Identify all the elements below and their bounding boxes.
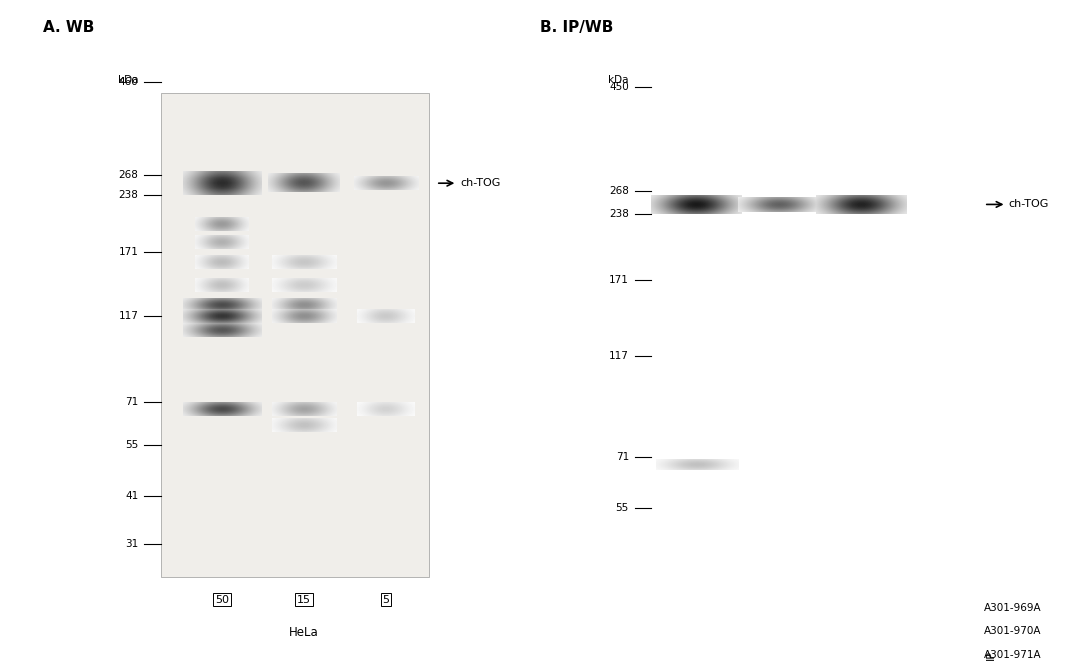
Point xyxy=(770,602,787,613)
Text: IP: IP xyxy=(986,650,996,660)
Point xyxy=(770,626,787,636)
Text: kDa: kDa xyxy=(118,75,138,85)
Text: 31: 31 xyxy=(125,538,138,548)
Text: B. IP/WB: B. IP/WB xyxy=(540,20,613,35)
Text: HeLa: HeLa xyxy=(289,626,319,639)
Text: 268: 268 xyxy=(119,169,138,179)
Text: 117: 117 xyxy=(119,311,138,321)
Bar xyxy=(162,93,429,576)
Point xyxy=(934,649,951,660)
Text: A301-970A: A301-970A xyxy=(984,626,1041,636)
Text: 55: 55 xyxy=(616,503,629,513)
Text: A. WB: A. WB xyxy=(43,20,95,35)
Text: 71: 71 xyxy=(125,397,138,407)
Text: 71: 71 xyxy=(616,452,629,462)
Text: 171: 171 xyxy=(119,247,138,257)
Text: 117: 117 xyxy=(609,352,629,362)
Point xyxy=(852,649,869,660)
Text: ch-TOG: ch-TOG xyxy=(461,178,501,188)
Point xyxy=(688,649,705,660)
Text: kDa: kDa xyxy=(608,75,629,85)
Point xyxy=(688,602,705,613)
Text: 460: 460 xyxy=(119,77,138,87)
Point xyxy=(934,626,951,636)
Text: 5: 5 xyxy=(382,595,390,605)
Text: 55: 55 xyxy=(125,440,138,450)
Point xyxy=(770,649,787,660)
Point xyxy=(688,626,705,636)
Point xyxy=(934,602,951,613)
Text: 268: 268 xyxy=(609,185,629,195)
Text: 15: 15 xyxy=(297,595,311,605)
Text: 450: 450 xyxy=(609,82,629,91)
Point xyxy=(852,602,869,613)
Text: 41: 41 xyxy=(125,491,138,501)
Text: A301-969A: A301-969A xyxy=(984,603,1041,613)
Text: 50: 50 xyxy=(215,595,229,605)
Text: ch-TOG: ch-TOG xyxy=(1009,199,1049,209)
Text: A301-971A: A301-971A xyxy=(984,650,1041,660)
Text: 171: 171 xyxy=(609,275,629,285)
Text: 238: 238 xyxy=(609,209,629,219)
Text: 238: 238 xyxy=(119,190,138,200)
Point xyxy=(852,626,869,636)
